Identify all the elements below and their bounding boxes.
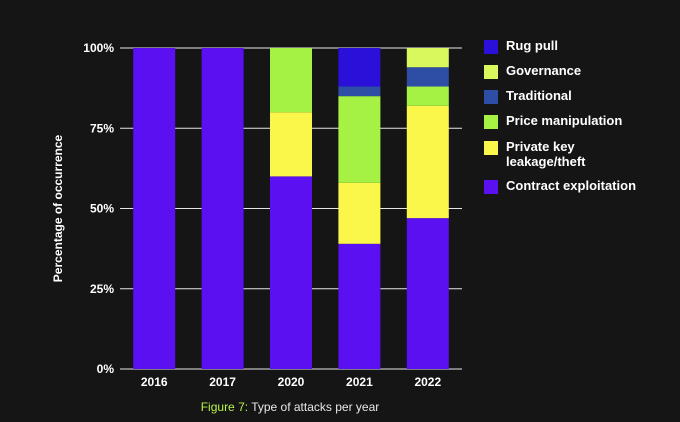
y-tick-label: 100%: [83, 41, 114, 55]
bar-segment: [270, 112, 312, 177]
legend-swatch: [484, 90, 498, 104]
bar-segment: [406, 67, 449, 87]
legend-item: Price manipulation: [484, 113, 622, 129]
legend-label: Private key leakage/theft: [506, 139, 586, 169]
bar-segment: [338, 243, 381, 369]
bar-segment: [201, 48, 244, 369]
x-tick-label: 2017: [209, 375, 236, 389]
legend-swatch: [484, 141, 498, 155]
bar-segment: [406, 48, 449, 68]
y-tick-label: 75%: [90, 121, 114, 135]
y-tick-label: 25%: [90, 282, 114, 296]
figure-caption-text: Type of attacks per year: [248, 400, 380, 414]
bar-segment: [338, 86, 381, 97]
y-axis-title: Percentage of occurrence: [51, 134, 65, 282]
legend-label: Rug pull: [506, 38, 558, 53]
legend-label: Governance: [506, 63, 582, 78]
legend-swatch: [484, 180, 498, 194]
y-tick-label: 50%: [90, 202, 114, 216]
x-tick-label: 2021: [346, 375, 373, 389]
bar-segment: [338, 48, 381, 87]
legend-label: Contract exploitation: [506, 178, 637, 193]
bar-segment: [270, 176, 312, 369]
legend-swatch: [484, 115, 498, 129]
bar-segment: [406, 86, 449, 106]
bar-segment: [338, 182, 381, 244]
y-tick-label: 0%: [97, 362, 115, 376]
legend-item: Governance: [484, 63, 581, 79]
legend-item: Rug pull: [484, 38, 558, 54]
x-tick-label: 2022: [414, 375, 441, 389]
legend-label: Price manipulation: [506, 113, 623, 128]
legend-item: Traditional: [484, 88, 572, 104]
bar-segment: [406, 105, 449, 219]
legend-swatch: [484, 40, 498, 54]
bar-segment: [338, 96, 381, 183]
bar-segment: [133, 48, 176, 369]
bar-segment: [406, 218, 449, 369]
figure-label: Figure 7:: [200, 400, 249, 414]
legend-swatch: [484, 65, 498, 79]
bar-segment: [270, 48, 312, 113]
legend-label: Traditional: [506, 88, 572, 103]
x-tick-label: 2016: [141, 375, 168, 389]
figure-caption: Figure 7: Type of attacks per year: [0, 400, 580, 414]
legend-item: Contract exploitation: [484, 178, 636, 194]
x-tick-label: 2020: [278, 375, 305, 389]
legend-item: Private key leakage/theft: [484, 139, 585, 169]
